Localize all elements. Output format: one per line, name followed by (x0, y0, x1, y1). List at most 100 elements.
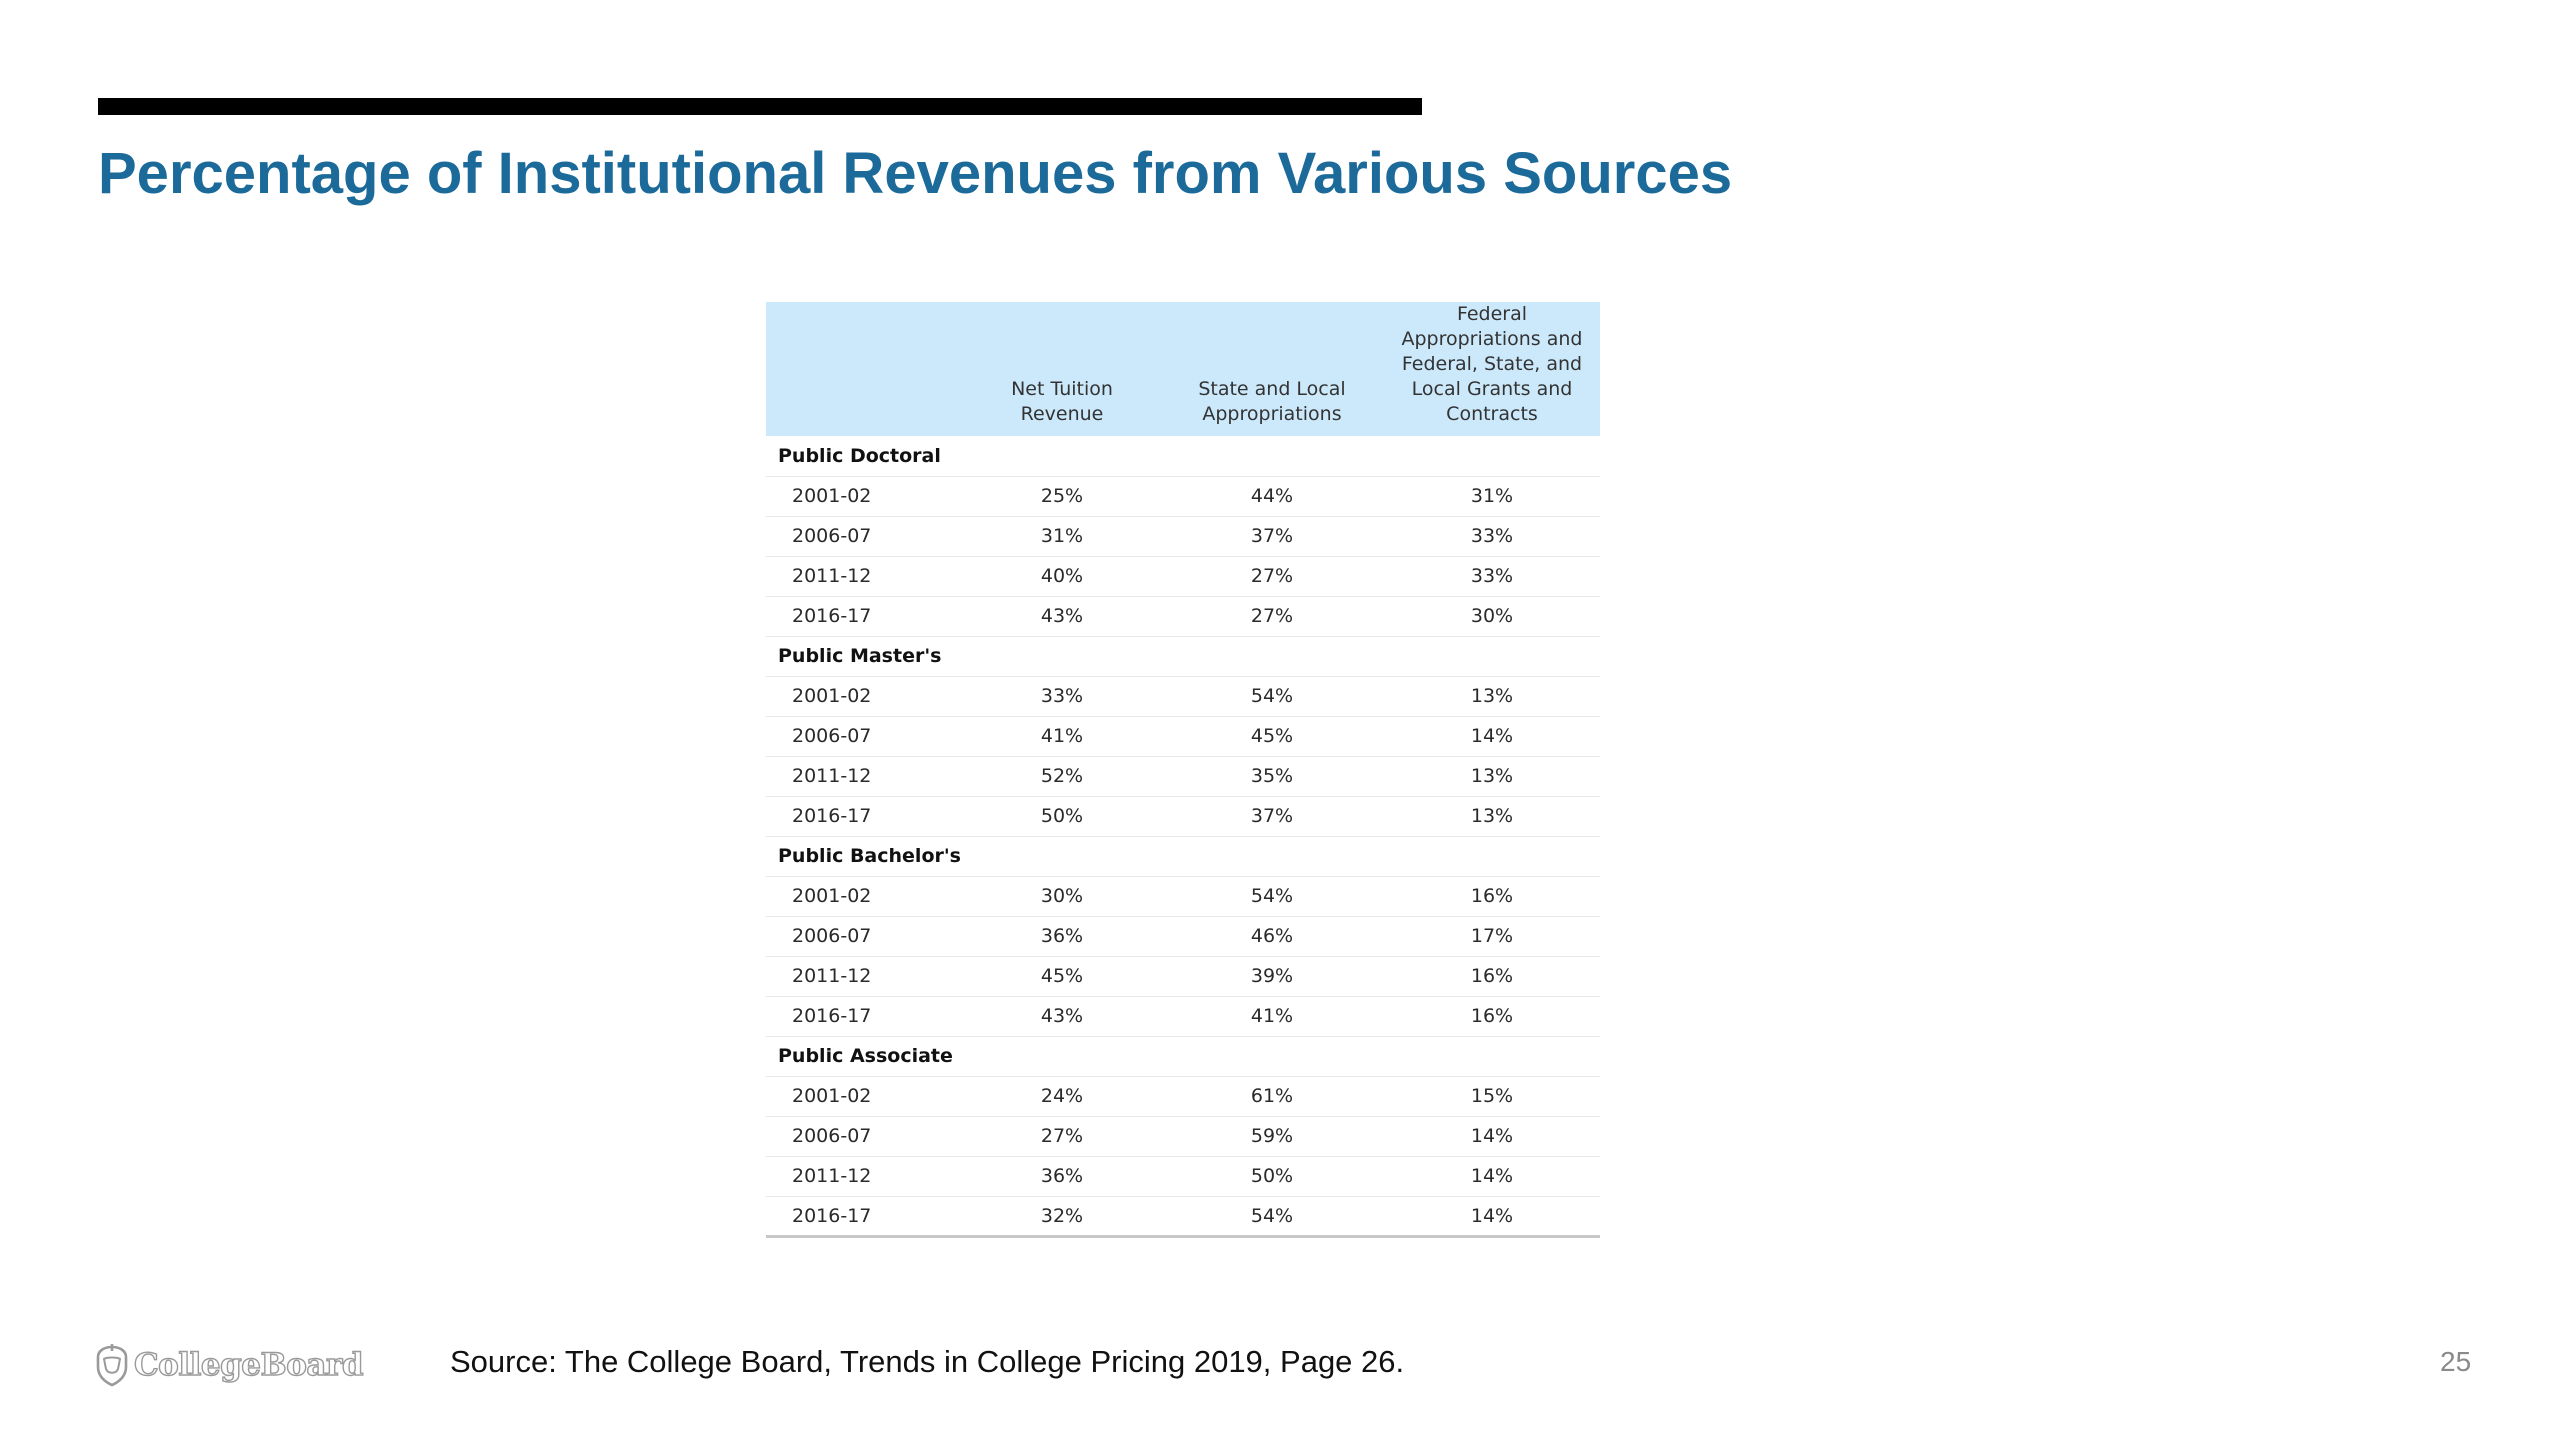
percent-cell: 50% (1040, 805, 1084, 827)
table-row: 2001-02 33% 54% 13% (766, 676, 1600, 716)
group-label: Public Doctoral (778, 444, 941, 467)
year-cell: 2006-07 (792, 1125, 872, 1147)
table-row: 2001-02 30% 54% 16% (766, 876, 1600, 916)
percent-cell: 31% (1040, 525, 1084, 547)
year-cell: 2016-17 (792, 805, 872, 827)
percent-cell: 35% (1250, 765, 1294, 787)
percent-cell: 54% (1250, 1204, 1294, 1227)
table-row: 2016-17 50% 37% 13% (766, 796, 1600, 836)
year-cell: 2006-07 (792, 925, 872, 947)
percent-cell: 14% (1470, 1165, 1514, 1187)
year-cell: 2001-02 (792, 885, 872, 907)
percent-cell: 41% (1040, 725, 1084, 747)
percent-cell: 16% (1470, 885, 1514, 907)
table-body: Public Doctoral 2001-02 25% 44% 31% 2006-07 31… (766, 436, 1600, 1236)
percent-cell: 36% (1040, 925, 1084, 947)
percent-cell: 44% (1250, 485, 1294, 507)
logo-wordmark: CollegeBoard (133, 1346, 364, 1383)
source-note: Source: The College Board, Trends in Col… (450, 1344, 1405, 1379)
year-cell: 2011-12 (792, 965, 872, 987)
percent-cell: 13% (1470, 685, 1514, 707)
percent-cell: 54% (1250, 885, 1294, 907)
percent-cell: 14% (1470, 1204, 1514, 1227)
group-row: Public Doctoral (766, 436, 1600, 476)
percent-cell: 27% (1250, 605, 1294, 627)
percent-cell: 33% (1470, 565, 1514, 587)
year-cell: 2016-17 (792, 605, 872, 627)
table-row: 2011-12 36% 50% 14% (766, 1156, 1600, 1196)
header-state-local: State and Local Appropriations (1198, 378, 1346, 425)
group-label: Public Associate (778, 1045, 953, 1067)
group-row: Public Associate (766, 1036, 1600, 1076)
percent-cell: 16% (1470, 1005, 1514, 1027)
percent-cell: 30% (1040, 885, 1084, 907)
year-cell: 2001-02 (792, 485, 872, 507)
percent-cell: 46% (1250, 925, 1294, 947)
percent-cell: 61% (1250, 1085, 1294, 1107)
year-cell: 2006-07 (792, 525, 872, 547)
table-row: 2016-17 32% 54% 14% (766, 1196, 1600, 1236)
table-row: 2001-02 24% 61% 15% (766, 1076, 1600, 1116)
percent-cell: 36% (1040, 1165, 1084, 1187)
revenue-table: Net Tuition Revenue State and Local Appr… (766, 302, 1600, 1238)
table-row: 2016-17 43% 41% 16% (766, 996, 1600, 1036)
percent-cell: 25% (1040, 485, 1084, 507)
year-cell: 2016-17 (792, 1204, 872, 1227)
percent-cell: 59% (1250, 1125, 1294, 1147)
percent-cell: 30% (1470, 605, 1514, 627)
table-row: 2011-12 40% 27% 33% (766, 556, 1600, 596)
table-header-row: Net Tuition Revenue State and Local Appr… (766, 302, 1600, 436)
year-cell: 2001-02 (792, 685, 872, 707)
percent-cell: 43% (1040, 1005, 1084, 1027)
header-federal: Federal Appropriations and Federal, Stat… (1401, 303, 1583, 425)
percent-cell: 27% (1040, 1125, 1084, 1147)
percent-cell: 41% (1250, 1005, 1294, 1027)
percent-cell: 13% (1470, 765, 1514, 787)
percent-cell: 32% (1040, 1204, 1084, 1227)
year-cell: 2016-17 (792, 1005, 872, 1027)
percent-cell: 15% (1470, 1085, 1514, 1107)
year-cell: 2011-12 (792, 1165, 872, 1187)
percent-cell: 45% (1250, 725, 1294, 747)
percent-cell: 17% (1470, 925, 1514, 947)
year-cell: 2001-02 (792, 1085, 872, 1107)
header-blank (766, 302, 964, 436)
percent-cell: 31% (1470, 485, 1514, 507)
slide-title: Percentage of Institutional Revenues fro… (98, 141, 1733, 206)
table-row: 2006-07 27% 59% 14% (766, 1116, 1600, 1156)
table-row: 2006-07 41% 45% 14% (766, 716, 1600, 756)
college-board-logo: CollegeBoard (94, 1342, 364, 1388)
year-cell: 2011-12 (792, 765, 872, 787)
percent-cell: 54% (1250, 685, 1294, 707)
group-label: Public Bachelor's (778, 845, 961, 867)
acorn-shield-icon (96, 1344, 128, 1387)
year-cell: 2011-12 (792, 565, 872, 587)
percent-cell: 37% (1250, 525, 1294, 547)
percent-cell: 50% (1250, 1165, 1294, 1187)
table-row: 2001-02 25% 44% 31% (766, 476, 1600, 516)
table-row: 2016-17 43% 27% 30% (766, 596, 1600, 636)
group-row: Public Master's (766, 636, 1600, 676)
percent-cell: 37% (1250, 805, 1294, 827)
percent-cell: 43% (1040, 605, 1084, 627)
percent-cell: 16% (1470, 965, 1514, 987)
percent-cell: 14% (1470, 1125, 1514, 1147)
header-net-tuition: Net Tuition Revenue (1011, 378, 1113, 425)
percent-cell: 39% (1250, 965, 1294, 987)
title-rule (98, 98, 1422, 115)
page-number: 25 (2440, 1346, 2472, 1377)
percent-cell: 14% (1470, 725, 1514, 747)
percent-cell: 13% (1470, 805, 1514, 827)
year-cell: 2006-07 (792, 725, 872, 747)
percent-cell: 33% (1470, 525, 1514, 547)
table-row: 2011-12 52% 35% 13% (766, 756, 1600, 796)
percent-cell: 45% (1040, 965, 1084, 987)
revenue-table-container: Net Tuition Revenue State and Local Appr… (766, 302, 1600, 1238)
table-row: 2006-07 36% 46% 17% (766, 916, 1600, 956)
percent-cell: 24% (1040, 1085, 1084, 1107)
table-row: 2011-12 45% 39% 16% (766, 956, 1600, 996)
table-row: 2006-07 31% 37% 33% (766, 516, 1600, 556)
percent-cell: 52% (1040, 765, 1084, 787)
group-row: Public Bachelor's (766, 836, 1600, 876)
percent-cell: 27% (1250, 565, 1294, 587)
